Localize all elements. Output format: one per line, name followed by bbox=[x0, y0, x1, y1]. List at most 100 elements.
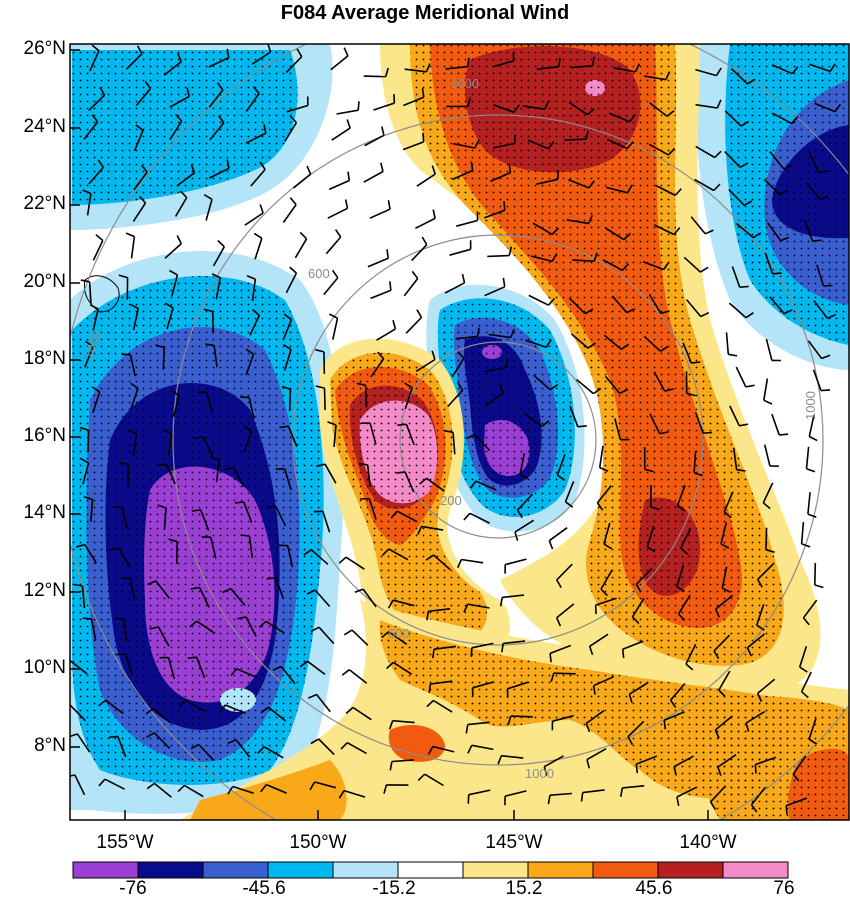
wind-barb bbox=[235, 739, 251, 758]
wind-barb bbox=[205, 391, 214, 414]
wind-barb bbox=[467, 603, 490, 609]
wind-barb bbox=[123, 619, 128, 642]
wind-barb-flag bbox=[347, 171, 351, 181]
wind-barb bbox=[800, 521, 805, 544]
wind-barb-flag bbox=[227, 739, 237, 745]
wind-barb-flag bbox=[75, 543, 86, 548]
wind-barb bbox=[74, 774, 86, 796]
wind-barb-flag bbox=[704, 229, 714, 235]
wind-barb bbox=[483, 209, 506, 219]
wind-barb-flag bbox=[189, 620, 198, 628]
wind-barb-flag bbox=[543, 766, 548, 776]
wind-barb-flag bbox=[422, 132, 425, 142]
wind-barb-flag bbox=[821, 354, 831, 360]
wind-barb-flag bbox=[390, 510, 398, 519]
wind-barb bbox=[669, 682, 686, 701]
wind-barb-flag bbox=[834, 103, 842, 113]
wind-barb bbox=[364, 385, 368, 408]
wind-barb-flag bbox=[216, 82, 224, 91]
wind-barb-flag bbox=[721, 587, 731, 593]
wind-barb-flag bbox=[739, 423, 749, 427]
wind-barb bbox=[564, 138, 587, 141]
wind-barb bbox=[314, 781, 337, 789]
wind-barb bbox=[368, 498, 377, 520]
wind-barb-flag bbox=[762, 502, 771, 510]
wind-barb bbox=[155, 580, 171, 599]
wind-barb bbox=[245, 93, 260, 112]
wind-barb bbox=[172, 395, 181, 417]
wind-barb bbox=[570, 333, 589, 349]
wind-barb-flag bbox=[146, 782, 155, 790]
wind-barb-flag bbox=[686, 392, 696, 397]
wind-barb bbox=[285, 272, 298, 294]
wind-barb-flag bbox=[246, 274, 256, 280]
wind-barb-flag bbox=[814, 584, 824, 589]
wind-barb-flag bbox=[387, 200, 391, 210]
wind-barb bbox=[552, 714, 574, 723]
wind-barb-flag bbox=[644, 468, 654, 473]
wind-barb bbox=[430, 680, 453, 685]
wind-barb bbox=[745, 710, 766, 724]
wind-barb-flag bbox=[230, 668, 238, 677]
wind-barb-flag bbox=[635, 583, 642, 593]
wind-barb bbox=[472, 681, 495, 689]
wind-barb-flag bbox=[168, 538, 178, 543]
wind-barb-flag bbox=[680, 547, 689, 555]
wind-barb bbox=[488, 333, 511, 339]
wind-barb-flag bbox=[466, 433, 475, 440]
wind-barb bbox=[648, 143, 669, 156]
wind-barb bbox=[556, 563, 573, 581]
wind-barb-flag bbox=[389, 761, 393, 771]
wind-barb bbox=[117, 736, 127, 758]
wind-barb-flag bbox=[95, 234, 104, 242]
wind-barb-flag bbox=[306, 165, 312, 175]
wind-barb bbox=[310, 549, 329, 565]
wind-barb bbox=[426, 477, 445, 492]
wind-barb bbox=[445, 65, 468, 70]
wind-barb-flag bbox=[417, 526, 423, 535]
wind-barb bbox=[76, 733, 91, 753]
wind-barb bbox=[314, 589, 331, 608]
wind-barb-flag bbox=[685, 663, 694, 671]
wind-barb bbox=[363, 75, 386, 78]
wind-barb-flag bbox=[396, 471, 406, 474]
wind-barb bbox=[685, 643, 697, 665]
wind-barb-flag bbox=[203, 194, 213, 200]
wind-barb bbox=[530, 255, 553, 263]
wind-barb-flag bbox=[306, 589, 316, 595]
wind-barb-flag bbox=[499, 384, 505, 394]
wind-barb-flag bbox=[783, 164, 793, 170]
wind-barb bbox=[653, 371, 666, 392]
wind-barb bbox=[792, 755, 807, 775]
wind-barb bbox=[485, 392, 504, 407]
wind-barb bbox=[318, 738, 335, 756]
wind-barb-flag bbox=[289, 266, 297, 274]
wind-barb bbox=[328, 179, 350, 191]
wind-barb-flag bbox=[509, 328, 515, 338]
wind-barb-flag bbox=[205, 343, 215, 347]
wind-barb-flag bbox=[73, 583, 83, 587]
wind-barb bbox=[202, 436, 214, 458]
colorbar-label-5: 45.6 bbox=[635, 878, 673, 899]
wind-barb bbox=[642, 260, 664, 271]
wind-barb-flag bbox=[664, 388, 674, 392]
wind-barb-flag bbox=[461, 273, 466, 283]
wind-barb-flag bbox=[466, 57, 470, 67]
wind-barb bbox=[714, 715, 733, 731]
wind-barb bbox=[576, 378, 594, 395]
wind-barb bbox=[514, 519, 535, 533]
wind-barb-flag bbox=[806, 467, 816, 473]
wind-barb-flag bbox=[234, 501, 244, 504]
wind-barb-flag bbox=[728, 353, 738, 357]
wind-barb-flag bbox=[91, 114, 99, 123]
wind-barb bbox=[710, 785, 727, 803]
wind-barb-flag bbox=[125, 232, 135, 238]
wind-barb-flag bbox=[545, 339, 552, 348]
wind-barb bbox=[92, 391, 101, 414]
lat-label-24n: 24°N bbox=[23, 116, 66, 137]
wind-barb-flag bbox=[211, 273, 221, 279]
wind-barb bbox=[715, 594, 734, 610]
wind-barb-flag bbox=[281, 385, 291, 390]
wind-barb-flag bbox=[499, 597, 503, 607]
wind-barb-flag bbox=[470, 647, 473, 657]
